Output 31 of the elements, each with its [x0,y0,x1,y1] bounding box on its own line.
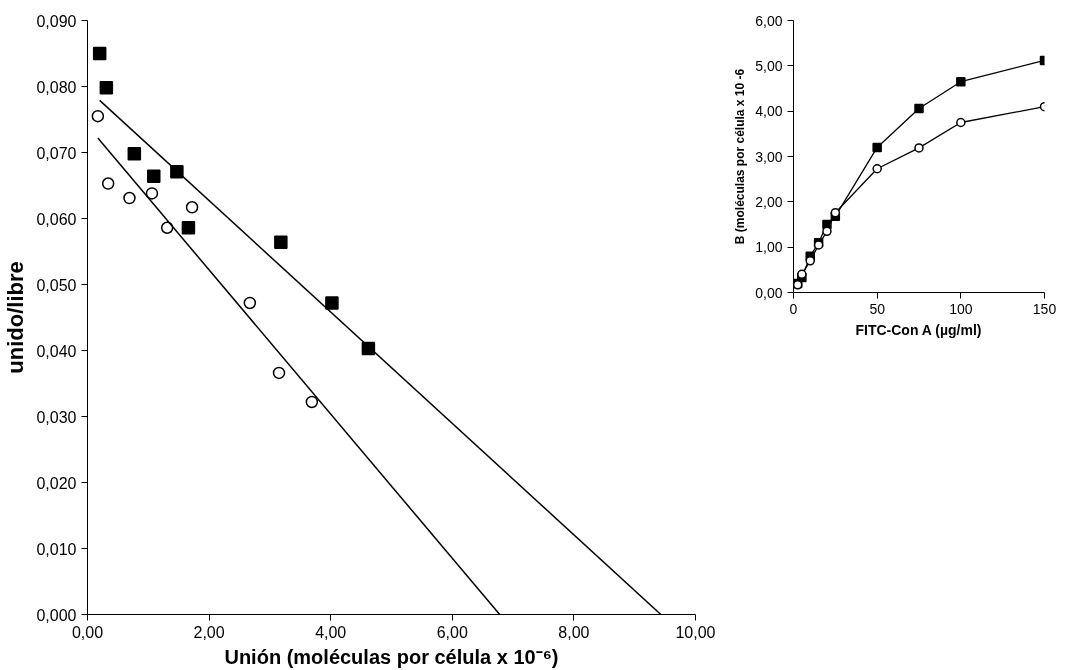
x-tick-label: 0 [789,300,798,317]
y-tick-label: 0,050 [36,276,77,294]
y-tick-label: 1,00 [755,239,783,256]
y-tick-label: 4,00 [755,103,783,120]
y-tick-label: 0,030 [36,408,77,426]
x-tick-label: 2,00 [193,623,225,641]
y-tick-label: 0,040 [36,342,77,360]
x-tick-label: 0,00 [71,623,104,641]
y-axis-title: unido/libre [3,261,29,374]
x-axis-title: FITC-Con A (µg/ml) [855,321,982,338]
x-tick-label: 4,00 [315,623,347,641]
x-axis-title: Unión (moléculas por célula x 10⁻⁶) [224,645,559,668]
x-tick-label: 100 [949,300,973,317]
y-axis-title: B (moléculas por célula x 10 -6 [733,68,748,245]
y-tick-label: 3,00 [755,148,783,165]
y-tick-label: 6,00 [755,12,783,29]
y-tick-label: 0,000 [36,606,77,624]
y-tick-label: 5,00 [755,57,783,74]
x-tick-label: 50 [869,300,886,317]
x-tick-label: 6,00 [436,623,468,641]
x-tick-label: 10,00 [675,623,716,641]
y-tick-label: 0,090 [36,12,77,30]
y-tick-label: 0,070 [36,144,77,162]
y-tick-label: 0,00 [755,284,783,301]
y-tick-label: 0,080 [36,78,77,96]
y-tick-label: 0,010 [36,540,77,558]
x-tick-label: 150 [1032,300,1057,317]
y-tick-label: 0,060 [36,210,77,228]
y-tick-label: 0,020 [36,474,77,492]
y-tick-label: 2,00 [755,193,783,210]
x-tick-label: 8,00 [558,623,590,641]
